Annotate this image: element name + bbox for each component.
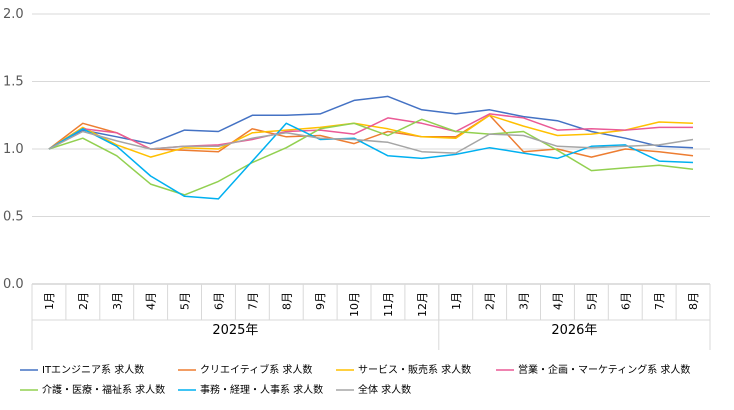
x-tick-label: 4月 [551,292,564,310]
series-line [48,130,694,154]
y-tick-label: 2.0 [3,7,24,22]
x-tick-label: 6月 [212,292,225,310]
y-tick-label: 0.5 [3,210,24,225]
x-tick-label: 7月 [246,292,259,310]
legend-label: 事務・経理・人事系 求人数 [200,383,323,396]
year-label: 2025年 [212,323,258,338]
y-tick-label: 1.0 [3,142,24,157]
legend: ITエンジニア系 求人数 クリエイティブ系 求人数 サービス・販売系 求人数 営業・企… [20,363,690,396]
x-tick-label: 5月 [585,292,598,310]
x-tick-label: 1月 [450,292,463,310]
x-tick-label: 2月 [484,292,497,310]
x-tick-label: 9月 [314,292,327,310]
x-axis: 1月 2月 3月 4月 5月 6月 7月 8月 9月 10月 11月 12月 1月 2月 3月 4月 5月 6月 7… [31,284,711,350]
series-line [48,113,693,150]
y-tick-label: 0.0 [3,277,24,292]
legend-label: サービス・販売系 求人数 [358,363,471,376]
legend-label: ITエンジニア系 求人数 [42,363,144,376]
x-tick-label: 7月 [653,292,666,310]
x-tick-label: 3月 [518,292,531,310]
legend-label: 介護・医療・福祉系 求人数 [42,383,165,396]
series-line [48,118,694,196]
series-line [48,114,694,158]
x-tick-label: 1月 [43,292,56,310]
x-tick-label: 12月 [416,292,429,317]
x-tick-label: 10月 [348,292,361,317]
legend-label: 全体 求人数 [358,383,411,396]
x-tick-label: 4月 [145,292,158,310]
x-tick-label: 8月 [280,292,293,310]
series-lines [48,95,694,200]
x-tick-label: 11月 [382,292,395,317]
grid-lines [32,13,710,285]
x-tick-label: 8月 [687,292,700,310]
x-tick-label: 3月 [111,292,124,310]
x-tick-label: 5月 [179,292,192,310]
y-tick-label: 1.5 [3,75,24,90]
y-axis-ticks: 0.0 0.5 1.0 1.5 2.0 [3,7,24,292]
x-tick-label: 2月 [77,292,90,310]
series-line [48,122,694,200]
legend-label: クリエイティブ系 求人数 [200,363,312,376]
x-tick-label: 6月 [619,292,632,310]
series-line [48,114,694,158]
legend-label: 営業・企画・マーケティング系 求人数 [518,363,690,376]
year-label: 2026年 [551,323,597,338]
